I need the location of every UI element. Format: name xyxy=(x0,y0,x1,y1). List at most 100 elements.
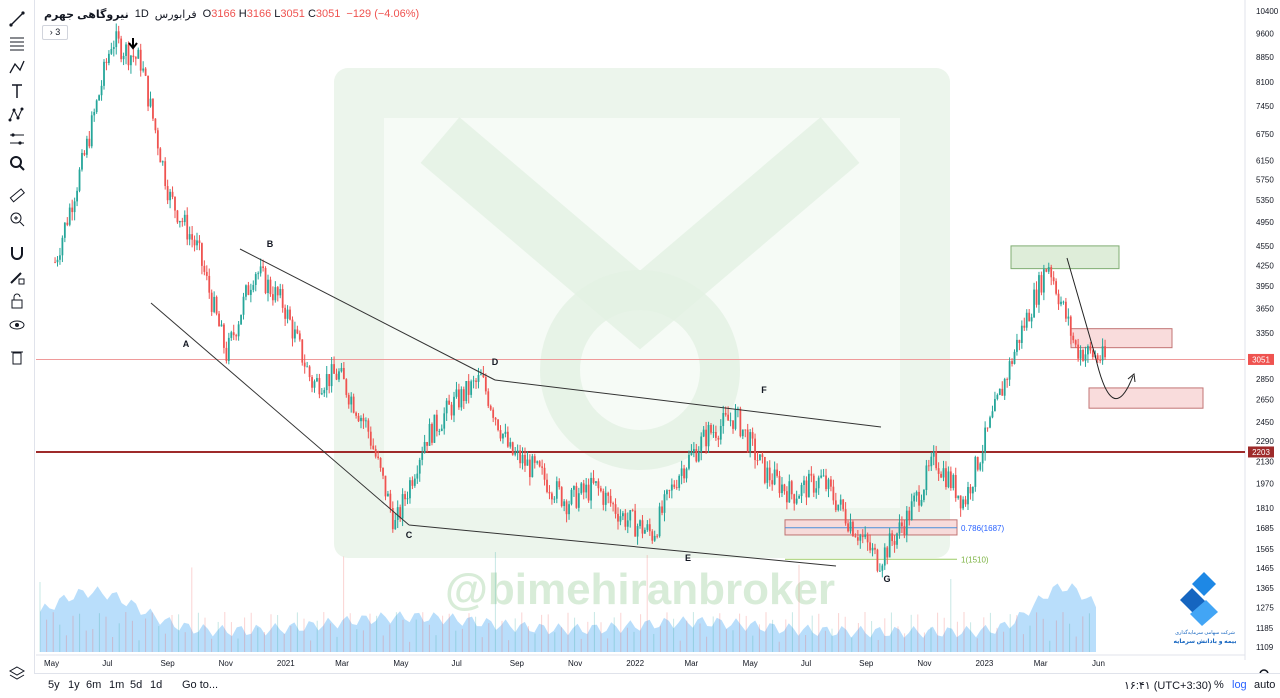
eye-icon[interactable] xyxy=(5,314,29,336)
candle-body xyxy=(122,55,125,60)
candle-body xyxy=(741,429,744,437)
projection-curve[interactable] xyxy=(1066,257,1134,399)
candle-body xyxy=(1018,339,1021,343)
candle-body xyxy=(619,516,622,522)
range-5d-button[interactable]: 5d xyxy=(130,679,143,691)
candle-body xyxy=(340,367,343,372)
candle-body xyxy=(991,411,994,418)
price-tick-label: 4550 xyxy=(1256,242,1274,251)
candle-body xyxy=(1069,316,1072,336)
range-6m-button[interactable]: 6m xyxy=(86,679,102,691)
trend-line[interactable] xyxy=(494,379,882,428)
candle-body xyxy=(453,396,455,416)
time-tick-label: 2021 xyxy=(277,659,295,668)
symbol-name[interactable]: نیروگاهی جهرم xyxy=(44,8,129,21)
candle-body xyxy=(519,450,521,464)
candle-body xyxy=(149,98,152,107)
candle-body xyxy=(396,507,399,520)
candle-body xyxy=(83,152,86,155)
pencil-lock-icon[interactable] xyxy=(5,266,29,288)
trash-icon[interactable] xyxy=(5,346,29,368)
candle-body xyxy=(472,380,475,382)
auto-toggle[interactable]: auto xyxy=(1254,679,1276,691)
logo-text-line2: بیمه و بادانش سرمایه xyxy=(1174,638,1237,645)
candle-body xyxy=(455,389,458,397)
candle-body xyxy=(727,414,730,421)
pattern-tool-icon[interactable] xyxy=(5,104,29,126)
candle-body xyxy=(526,459,529,466)
indicators-toggle-button[interactable]: › 3 xyxy=(42,25,68,40)
price-zone-resistance[interactable] xyxy=(1010,245,1120,270)
log-toggle[interactable]: log xyxy=(1232,679,1247,691)
fib-tool-icon[interactable] xyxy=(5,32,29,54)
range-1d-button[interactable]: 1d xyxy=(150,679,163,691)
candle-body xyxy=(291,319,294,339)
candle-body xyxy=(920,499,923,506)
candle-body xyxy=(597,481,600,489)
candle-body xyxy=(935,451,938,469)
layers-icon[interactable] xyxy=(5,662,29,684)
candle-body xyxy=(896,533,898,545)
percent-toggle[interactable]: % xyxy=(1214,679,1224,691)
trend-line[interactable] xyxy=(239,248,496,381)
price-tick-label: 1185 xyxy=(1256,624,1274,633)
price-zone-resistance[interactable] xyxy=(1070,328,1173,349)
candle-body xyxy=(558,481,561,488)
candle-body xyxy=(423,442,426,453)
current-price-label: 3051 xyxy=(1252,355,1270,364)
price-tick-label: 9600 xyxy=(1256,30,1274,39)
price-tick-label: 3350 xyxy=(1256,329,1274,338)
range-1y-button[interactable]: 1y xyxy=(68,679,80,691)
range-5y-button[interactable]: 5y xyxy=(48,679,60,691)
candle-body xyxy=(1079,349,1082,359)
settings-gear-icon[interactable] xyxy=(1259,669,1269,673)
lock-icon[interactable] xyxy=(5,290,29,312)
candle-body xyxy=(313,381,316,388)
current-price-badge xyxy=(1248,353,1274,365)
candle-body xyxy=(612,503,614,505)
candle-body xyxy=(634,510,637,537)
time-tick-label: Jul xyxy=(102,659,112,668)
price-tick-label: 10400 xyxy=(1256,7,1279,16)
candle-body xyxy=(225,347,228,361)
price-zone-support[interactable] xyxy=(1088,387,1204,409)
candle-body xyxy=(1082,349,1084,361)
candle-body xyxy=(1077,344,1080,359)
timezone-clock[interactable]: ۱۶:۴۱ (UTC+3:30) xyxy=(1124,680,1212,692)
price-tick-label: 5350 xyxy=(1256,196,1274,205)
trend-line[interactable] xyxy=(408,524,837,567)
candle-body xyxy=(61,237,64,256)
candle-body xyxy=(1052,277,1055,282)
path-tool-icon[interactable] xyxy=(5,56,29,78)
candle-body xyxy=(543,467,546,480)
candle-body xyxy=(707,425,710,447)
candle-body xyxy=(117,31,120,39)
range-1m-button[interactable]: 1m xyxy=(109,679,125,691)
candle-body xyxy=(367,420,370,432)
candle-body xyxy=(440,428,443,431)
ruler-icon[interactable] xyxy=(5,184,29,206)
candle-body xyxy=(404,494,406,500)
candle-body xyxy=(969,486,972,494)
price-chart[interactable]: @bimehiranbroker 10400 9600 8850 8100 7450 675… xyxy=(36,0,1280,673)
magnet-icon[interactable] xyxy=(5,242,29,264)
candle-body xyxy=(428,423,431,446)
candle-body xyxy=(333,364,335,374)
goto-button[interactable]: Go to... xyxy=(182,679,219,691)
candle-body xyxy=(78,169,81,191)
zoom-search-icon[interactable] xyxy=(5,152,29,174)
zoom-in-icon[interactable] xyxy=(5,208,29,230)
text-tool-icon[interactable] xyxy=(5,80,29,102)
time-tick-label: 2023 xyxy=(976,659,994,668)
pattern-point-label: D xyxy=(492,357,499,367)
candle-body xyxy=(651,531,654,541)
trend-line[interactable] xyxy=(150,302,410,526)
line-tool-icon[interactable] xyxy=(5,8,29,30)
candle-body xyxy=(795,498,798,504)
time-tick-label: May xyxy=(44,659,59,668)
interval-label[interactable]: 1D xyxy=(134,8,149,20)
prediction-tool-icon[interactable] xyxy=(5,128,29,150)
candle-body xyxy=(342,367,345,380)
candle-body xyxy=(112,47,115,50)
candle-body xyxy=(568,504,570,515)
